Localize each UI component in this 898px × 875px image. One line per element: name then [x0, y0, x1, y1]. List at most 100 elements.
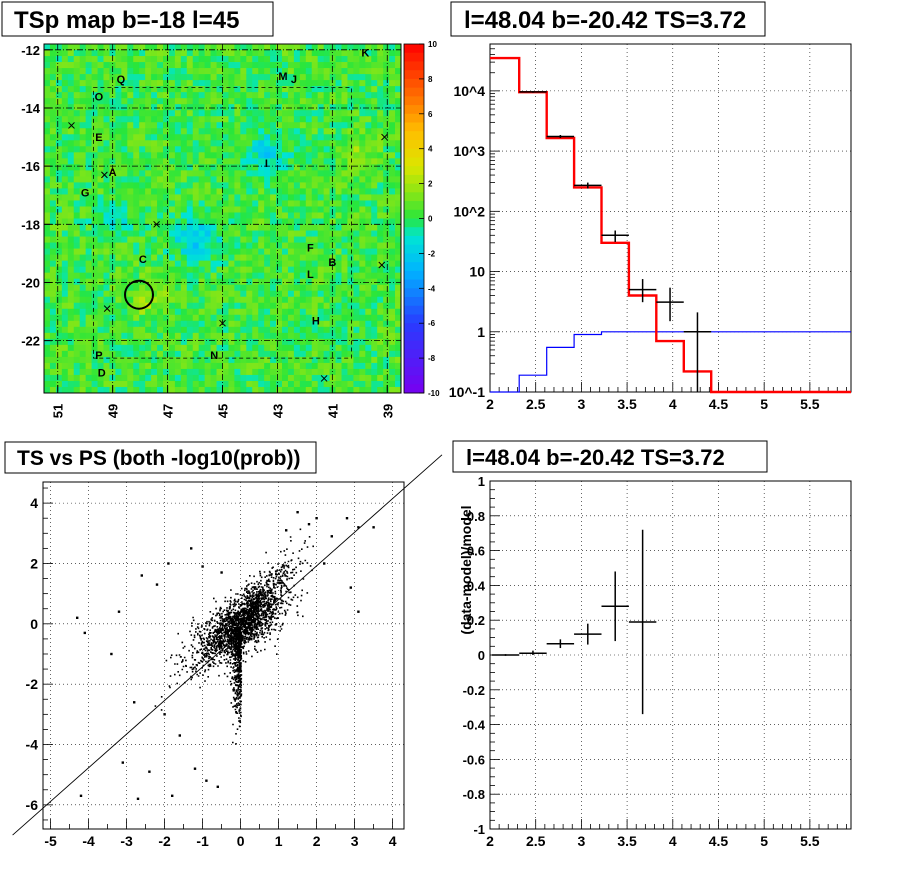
map-pixel — [79, 62, 87, 69]
map-pixel — [133, 194, 140, 201]
map-pixel — [49, 224, 57, 231]
colorbar-band — [404, 209, 424, 219]
map-pixel — [329, 122, 336, 129]
map-pixel — [365, 326, 372, 334]
map-pixel — [204, 218, 211, 225]
map-pixel — [287, 350, 295, 358]
map-pixel — [127, 176, 134, 183]
map-pixel — [383, 248, 390, 256]
map-pixel — [347, 212, 354, 219]
map-pixel — [115, 176, 122, 183]
scatter-point — [315, 517, 318, 520]
ts-map-y-tick-label: -16 — [21, 159, 40, 174]
map-pixel — [157, 56, 164, 63]
map-pixel — [252, 332, 259, 340]
map-pixel — [127, 350, 134, 358]
map-pixel — [133, 254, 140, 262]
map-pixel — [79, 230, 87, 237]
map-pixel — [145, 386, 152, 394]
map-pixel — [329, 284, 336, 292]
map-pixel — [180, 104, 188, 111]
map-pixel — [341, 374, 348, 382]
map-pixel — [329, 128, 336, 135]
map-pixel — [353, 206, 360, 213]
map-pixel — [377, 164, 384, 171]
map-pixel — [127, 380, 134, 388]
map-pixel — [305, 260, 313, 268]
ts-map-axes: 51 49 47 45 43 41 39-12-14-16-18-20-22 — [21, 43, 402, 418]
map-pixel — [204, 146, 211, 153]
map-pixel — [246, 320, 253, 328]
map-pixel — [258, 170, 265, 177]
map-pixel — [395, 56, 402, 63]
map-pixel — [389, 272, 396, 280]
map-pixel — [186, 122, 194, 129]
map-pixel — [252, 308, 259, 316]
map-pixel — [282, 356, 289, 364]
map-pixel — [151, 170, 158, 177]
map-pixel — [49, 56, 57, 63]
map-pixel — [61, 110, 69, 117]
map-pixel — [293, 110, 301, 117]
map-pixel — [347, 200, 354, 207]
map-pixel — [97, 308, 104, 316]
map-pixel — [79, 206, 87, 213]
map-pixel — [216, 74, 223, 81]
map-pixel — [180, 272, 188, 280]
map-pixel — [311, 206, 319, 213]
map-pixel — [282, 212, 289, 219]
map-pixel — [282, 56, 289, 63]
map-pixel — [204, 68, 211, 75]
residual-x-tick-label: 4 — [669, 833, 677, 849]
map-pixel — [145, 104, 152, 111]
map-pixel — [246, 134, 253, 141]
map-pixel — [91, 74, 98, 81]
map-pixel — [145, 248, 152, 256]
map-pixel — [151, 242, 158, 249]
map-pixel — [127, 62, 134, 69]
map-pixel — [174, 242, 182, 249]
map-pixel — [311, 368, 319, 376]
map-pixel — [264, 146, 271, 153]
map-pixel — [323, 218, 330, 225]
map-pixel — [115, 200, 122, 207]
map-pixel — [44, 236, 51, 243]
map-pixel — [335, 50, 342, 57]
map-pixel — [311, 278, 319, 286]
map-pixel — [264, 68, 271, 75]
map-pixel — [85, 152, 92, 159]
map-pixel — [61, 356, 69, 364]
residual-x-tick-label: 5 — [760, 833, 768, 849]
map-pixel — [204, 368, 211, 376]
map-pixel — [79, 242, 87, 249]
map-pixel — [377, 182, 384, 189]
map-pixel — [61, 278, 69, 286]
map-pixel — [276, 254, 283, 262]
map-pixel — [157, 290, 164, 298]
map-pixel — [115, 260, 122, 268]
map-pixel — [276, 302, 283, 310]
map-pixel — [204, 320, 211, 328]
map-pixel — [67, 374, 75, 382]
map-pixel — [168, 236, 176, 243]
map-pixel — [145, 344, 152, 352]
map-pixel — [139, 74, 146, 81]
map-pixel — [145, 98, 152, 105]
map-pixel — [329, 230, 336, 237]
map-pixel — [335, 80, 342, 87]
colorbar-band — [404, 279, 424, 289]
map-pixel — [270, 116, 277, 123]
map-pixel — [127, 110, 134, 117]
map-pixel — [204, 62, 211, 69]
map-pixel — [168, 110, 176, 117]
map-pixel — [270, 194, 277, 201]
map-pixel — [216, 158, 223, 165]
map-pixel — [383, 302, 390, 310]
map-pixel — [276, 380, 283, 388]
map-pixel — [210, 386, 217, 394]
map-pixel — [192, 62, 200, 69]
map-pixel — [198, 326, 206, 334]
map-pixel — [365, 188, 372, 195]
map-pixel — [174, 386, 182, 394]
scatter-x-tick-label: -2 — [158, 833, 171, 849]
